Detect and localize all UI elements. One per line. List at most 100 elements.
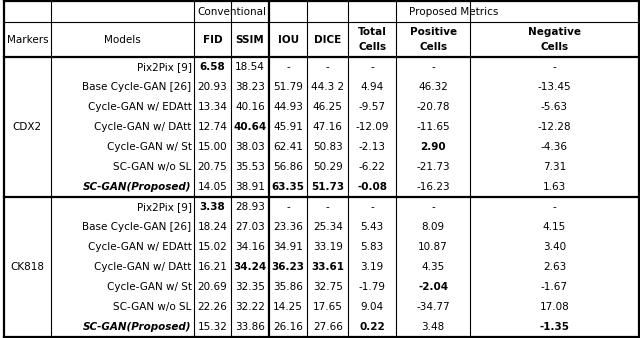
Text: 27.03: 27.03 [235,222,265,232]
Text: -34.77: -34.77 [417,302,450,312]
Text: 50.29: 50.29 [313,162,342,172]
Text: -12.09: -12.09 [355,122,389,132]
Text: 32.22: 32.22 [235,302,265,312]
Text: Cells: Cells [419,42,447,52]
Text: 26.16: 26.16 [273,322,303,332]
Text: 38.23: 38.23 [235,82,265,92]
Text: 2.63: 2.63 [543,262,566,272]
Text: 15.00: 15.00 [198,142,227,152]
Text: -5.63: -5.63 [541,102,568,112]
Text: Negative: Negative [528,27,581,38]
Text: Cycle-GAN w/ St: Cycle-GAN w/ St [107,282,191,292]
Text: -20.78: -20.78 [417,102,450,112]
Text: 40.64: 40.64 [234,122,267,132]
Text: 15.02: 15.02 [198,242,227,252]
Text: -: - [552,62,556,72]
Text: 15.32: 15.32 [198,322,227,332]
Text: -: - [326,62,330,72]
Text: Positive: Positive [410,27,457,38]
Text: 4.94: 4.94 [360,82,384,92]
Text: -0.08: -0.08 [357,182,387,192]
Text: 4.35: 4.35 [422,262,445,272]
Text: 20.69: 20.69 [198,282,227,292]
Text: 3.38: 3.38 [200,202,225,212]
Text: -11.65: -11.65 [417,122,450,132]
Text: 25.34: 25.34 [313,222,342,232]
Text: Pix2Pix [9]: Pix2Pix [9] [136,202,191,212]
Text: 44.93: 44.93 [273,102,303,112]
Text: Cycle-GAN w/ EDAtt: Cycle-GAN w/ EDAtt [88,102,191,112]
Text: DICE: DICE [314,35,341,45]
Text: 33.19: 33.19 [313,242,342,252]
Text: Total: Total [358,27,387,38]
Text: Pix2Pix [9]: Pix2Pix [9] [136,62,191,72]
Text: 62.41: 62.41 [273,142,303,152]
Text: 3.48: 3.48 [422,322,445,332]
Text: SC-GAN(Proposed): SC-GAN(Proposed) [83,182,191,192]
Text: Markers: Markers [6,35,48,45]
Text: SC-GAN(Proposed): SC-GAN(Proposed) [83,322,191,332]
Text: SSIM: SSIM [236,35,264,45]
Text: 40.16: 40.16 [235,102,265,112]
Text: IOU: IOU [278,35,299,45]
Text: SC-GAN w/o SL: SC-GAN w/o SL [113,162,191,172]
Text: 17.65: 17.65 [313,302,342,312]
Text: 38.91: 38.91 [235,182,265,192]
Text: 56.86: 56.86 [273,162,303,172]
Text: 16.21: 16.21 [198,262,227,272]
Text: Cycle-GAN w/ DAtt: Cycle-GAN w/ DAtt [94,122,191,132]
Text: -1.35: -1.35 [540,322,570,332]
Text: 46.32: 46.32 [419,82,448,92]
Text: Models: Models [104,35,141,45]
Text: 33.86: 33.86 [235,322,265,332]
Text: 63.35: 63.35 [271,182,305,192]
Text: -6.22: -6.22 [359,162,386,172]
Text: -9.57: -9.57 [359,102,386,112]
Text: 20.75: 20.75 [198,162,227,172]
Text: 1.63: 1.63 [543,182,566,192]
Text: 14.05: 14.05 [198,182,227,192]
Text: -16.23: -16.23 [417,182,450,192]
Text: -: - [371,62,374,72]
Text: 6.58: 6.58 [200,62,225,72]
Text: Cycle-GAN w/ St: Cycle-GAN w/ St [107,142,191,152]
Text: Cycle-GAN w/ DAtt: Cycle-GAN w/ DAtt [94,262,191,272]
Text: -: - [371,202,374,212]
Text: Cycle-GAN w/ EDAtt: Cycle-GAN w/ EDAtt [88,242,191,252]
Text: -: - [431,202,435,212]
Text: 51.73: 51.73 [311,182,344,192]
Text: -: - [431,62,435,72]
Text: -2.04: -2.04 [418,282,448,292]
Text: -: - [326,202,330,212]
Text: 33.61: 33.61 [311,262,344,272]
Text: 4.15: 4.15 [543,222,566,232]
Text: 3.40: 3.40 [543,242,566,252]
Text: Conventional: Conventional [197,7,266,17]
Text: 32.35: 32.35 [235,282,265,292]
Text: FID: FID [203,35,222,45]
Text: 50.83: 50.83 [313,142,342,152]
Text: Proposed Metrics: Proposed Metrics [409,7,499,17]
Text: -13.45: -13.45 [538,82,572,92]
Text: 51.79: 51.79 [273,82,303,92]
Text: 17.08: 17.08 [540,302,570,312]
Text: 47.16: 47.16 [313,122,342,132]
Text: 0.22: 0.22 [359,322,385,332]
Text: 34.24: 34.24 [234,262,267,272]
Text: 18.24: 18.24 [198,222,227,232]
Text: 18.54: 18.54 [235,62,265,72]
Text: 34.91: 34.91 [273,242,303,252]
Text: 35.53: 35.53 [235,162,265,172]
Text: 5.83: 5.83 [360,242,384,252]
Text: 10.87: 10.87 [419,242,448,252]
Text: 8.09: 8.09 [422,222,445,232]
Text: 23.36: 23.36 [273,222,303,232]
Text: 28.93: 28.93 [235,202,265,212]
Text: 9.04: 9.04 [361,302,384,312]
Text: CDX2: CDX2 [13,122,42,132]
Text: SC-GAN w/o SL: SC-GAN w/o SL [113,302,191,312]
Text: 34.16: 34.16 [235,242,265,252]
Text: 45.91: 45.91 [273,122,303,132]
Text: -: - [286,202,290,212]
Text: 32.75: 32.75 [313,282,342,292]
